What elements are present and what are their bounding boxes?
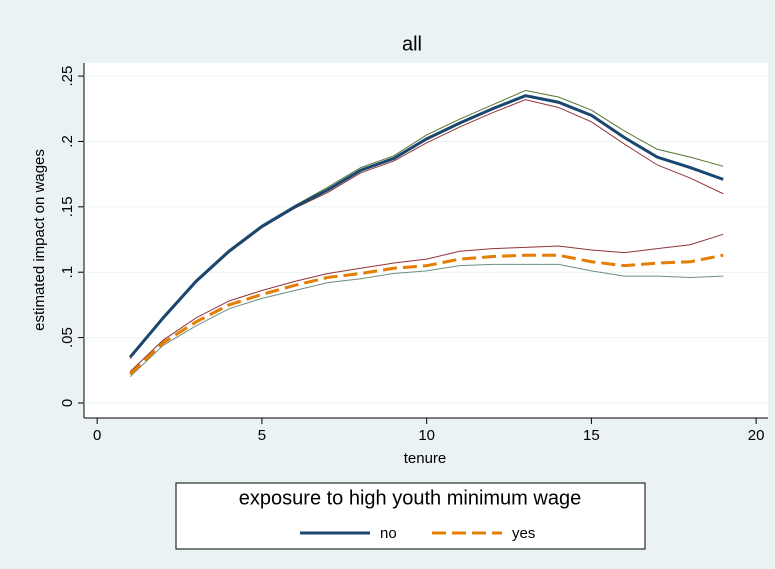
legend-label: yes bbox=[512, 525, 535, 542]
y-tick-label: .2 bbox=[59, 135, 76, 148]
y-tick-label: .15 bbox=[59, 196, 76, 217]
y-tick-label: .1 bbox=[59, 266, 76, 279]
legend-title: exposure to high youth minimum wage bbox=[239, 487, 581, 509]
x-tick-label: 0 bbox=[93, 427, 101, 444]
series-line bbox=[129, 253, 724, 376]
legend-label: no bbox=[380, 525, 397, 542]
ci-upper-line bbox=[129, 233, 724, 372]
x-tick-label: 5 bbox=[258, 427, 266, 444]
chart-title: all bbox=[402, 33, 422, 55]
series-line bbox=[128, 94, 724, 359]
y-tick-label: .05 bbox=[59, 327, 76, 348]
y-tick-label: .25 bbox=[59, 66, 76, 87]
plot-area bbox=[84, 63, 768, 418]
x-tick-label: 20 bbox=[748, 427, 765, 444]
ci-lower-line bbox=[129, 263, 724, 378]
y-axis-label: estimated impact on wages bbox=[31, 149, 48, 331]
y-tick-label: 0 bbox=[59, 399, 76, 407]
x-axis-label: tenure bbox=[404, 450, 447, 467]
x-tick-label: 15 bbox=[583, 427, 600, 444]
legend-box bbox=[175, 482, 646, 550]
x-tick-label: 10 bbox=[418, 427, 435, 444]
